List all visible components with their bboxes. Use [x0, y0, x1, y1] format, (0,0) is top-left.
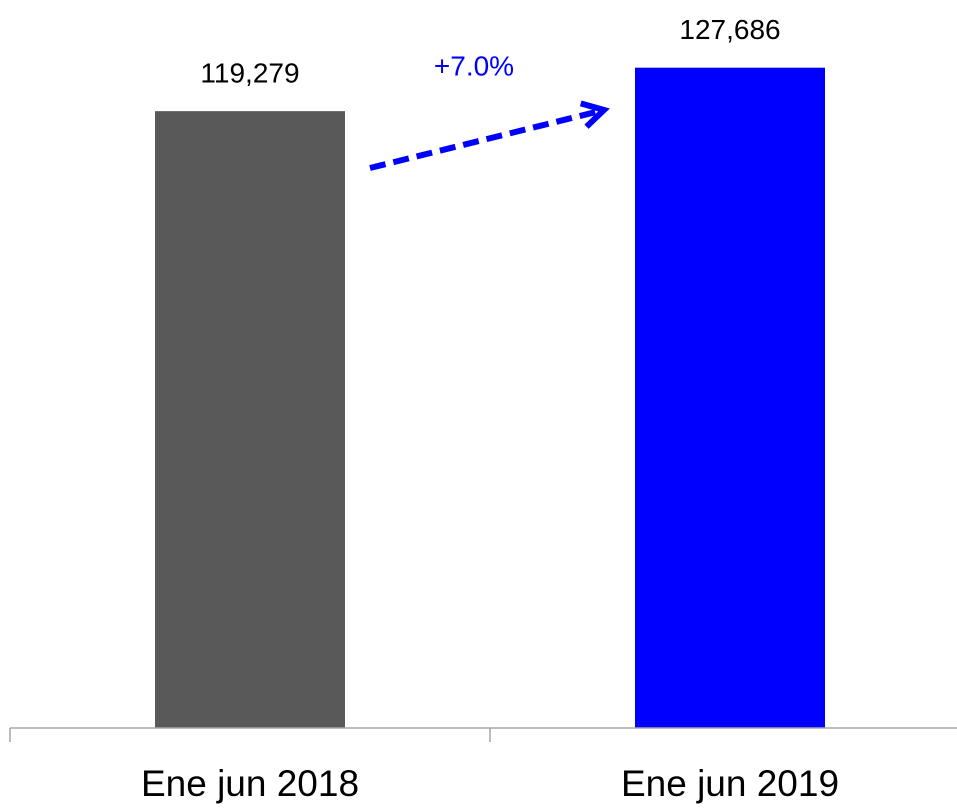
value-label: 119,279	[200, 58, 299, 89]
growth-annotation: +7.0%	[434, 50, 514, 81]
x-tick-label: Ene jun 2019	[621, 763, 839, 804]
bar	[155, 111, 345, 729]
bar	[635, 67, 825, 728]
growth-arrow	[369, 100, 610, 171]
value-label: 127,686	[679, 14, 780, 45]
x-tick-label: Ene jun 2018	[141, 763, 359, 804]
